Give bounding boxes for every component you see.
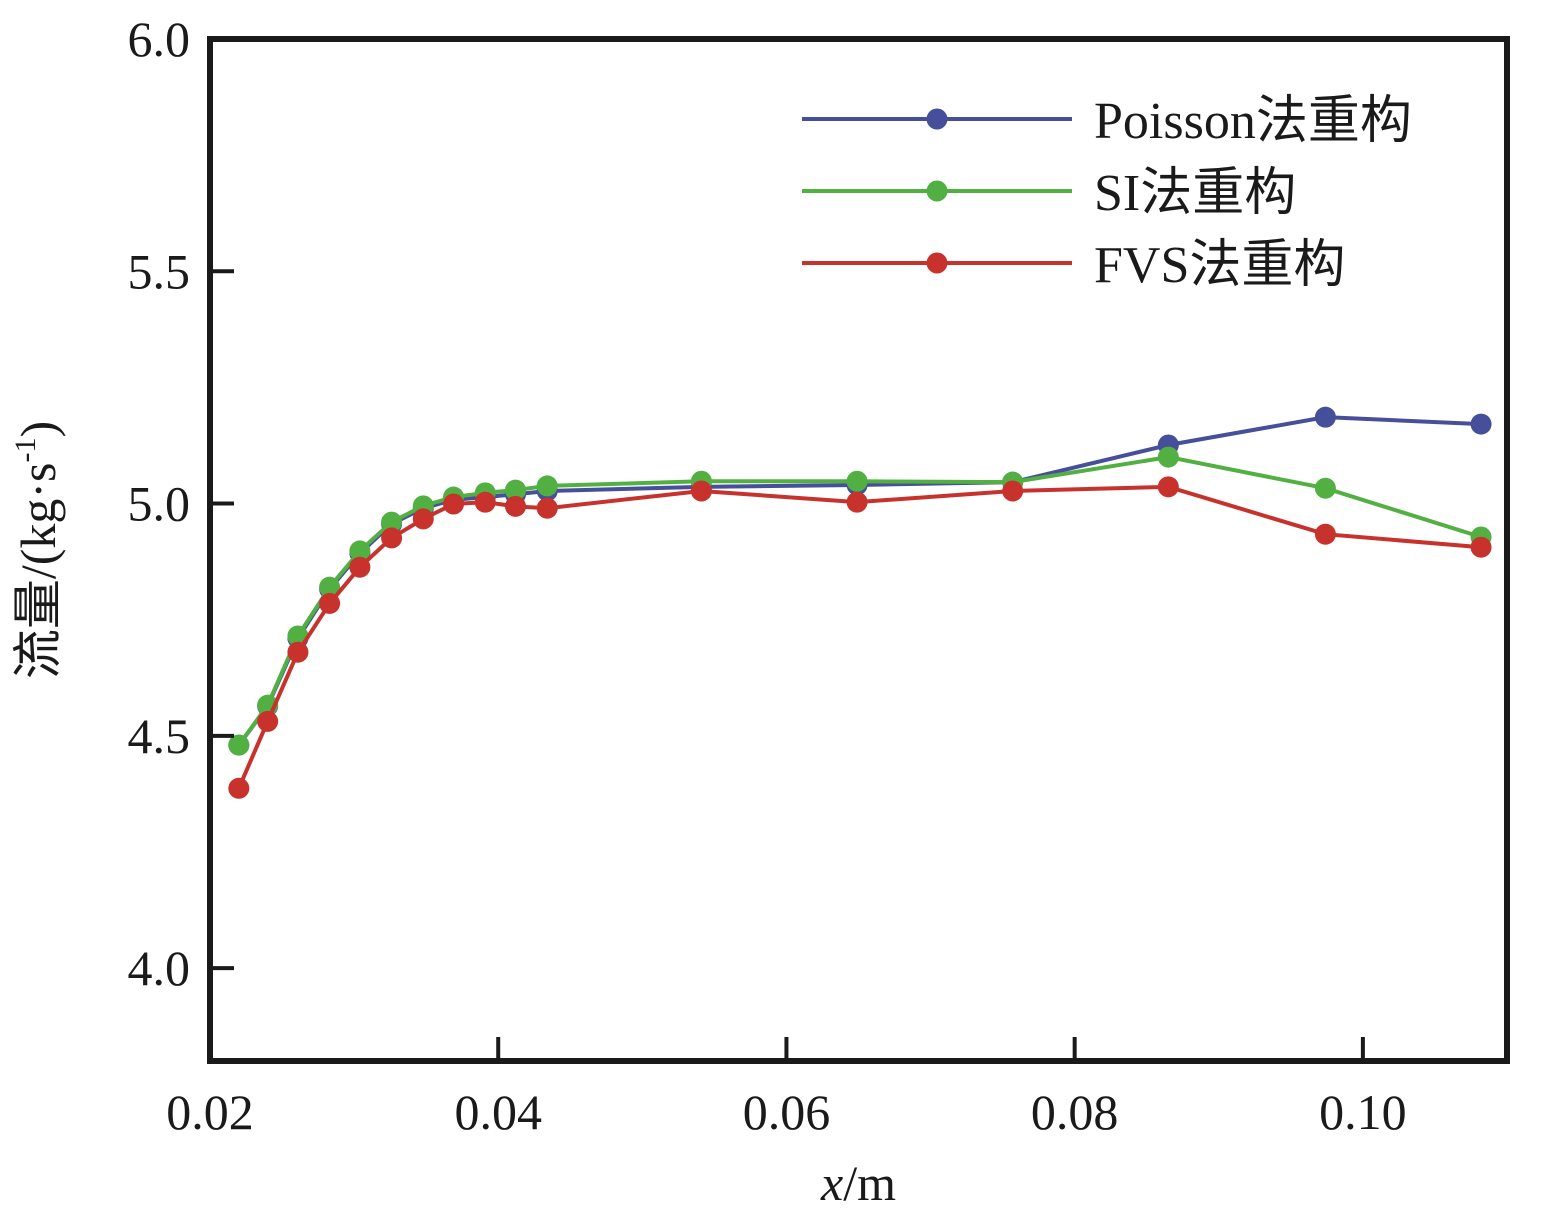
data-point [319, 576, 341, 598]
x-tick-label: 0.10 [1319, 1084, 1407, 1140]
x-tick-label: 0.08 [1031, 1084, 1119, 1140]
x-tick-label: 0.04 [454, 1084, 542, 1140]
y-axis-title: 流量/(kg·s-1) [9, 421, 66, 679]
data-point [349, 540, 371, 562]
data-point [1157, 446, 1179, 468]
data-point [1314, 477, 1336, 499]
legend-label: Poisson法重构 [1094, 93, 1412, 150]
data-point [1002, 480, 1024, 502]
legend-marker [926, 252, 948, 274]
legend-label: FVS法重构 [1094, 237, 1345, 294]
data-point [1314, 523, 1336, 545]
y-tick-label: 6.0 [128, 11, 191, 67]
legend: Poisson法重构 SI法重构 FVS法重构 [802, 93, 1412, 294]
y-axis-title-main: 流量/(kg·s [10, 463, 66, 680]
series-line [237, 415, 1482, 747]
data-point [257, 710, 279, 732]
x-axis-title-unit: /m [843, 1155, 896, 1211]
data-point [1314, 406, 1336, 428]
data-point [846, 470, 868, 492]
data-point [536, 497, 558, 519]
data-point [228, 734, 250, 756]
y-tick-label: 4.0 [128, 940, 191, 996]
data-point [412, 508, 434, 530]
y-tick-label: 4.5 [128, 708, 191, 764]
data-point [228, 777, 250, 799]
data-point [536, 475, 558, 497]
x-tick-label: 0.02 [166, 1084, 254, 1140]
data-point [349, 556, 371, 578]
series-line [236, 484, 1482, 790]
legend-item: Poisson法重构 [802, 93, 1412, 150]
data-point [381, 511, 403, 533]
x-axis-title: x/m [820, 1155, 896, 1211]
legend-item: FVS法重构 [802, 237, 1345, 294]
data-point [1470, 536, 1492, 558]
legend-item: SI法重构 [802, 165, 1296, 222]
x-axis-title-variable: x [820, 1155, 843, 1211]
data-point [474, 491, 496, 513]
data-point [319, 592, 341, 614]
series-2 [228, 476, 1492, 799]
series-0 [228, 406, 1492, 756]
plot-frame [207, 36, 1510, 1064]
data-point [505, 495, 527, 517]
legend-label: SI法重构 [1094, 165, 1296, 222]
x-tick-label: 0.06 [743, 1084, 831, 1140]
y-tick-label: 5.5 [128, 243, 191, 299]
y-axis-title-superscript: -1 [9, 438, 42, 463]
data-point [381, 527, 403, 549]
y-axis-title-close: ) [10, 421, 66, 438]
legend-marker [926, 108, 948, 130]
data-point [846, 491, 868, 513]
data-point [443, 493, 465, 515]
data-point [690, 480, 712, 502]
data-point [287, 641, 309, 663]
data-point [1470, 413, 1492, 435]
legend-marker [926, 180, 948, 202]
y-tick-label: 5.0 [128, 476, 191, 532]
ticks-layer: 0.02 0.04 0.06 0.08 0.10 4.0 4.5 5.0 5.5 6.0 [128, 11, 1407, 1140]
series-layer [228, 406, 1492, 799]
data-point [505, 479, 527, 501]
data-point [1157, 476, 1179, 498]
